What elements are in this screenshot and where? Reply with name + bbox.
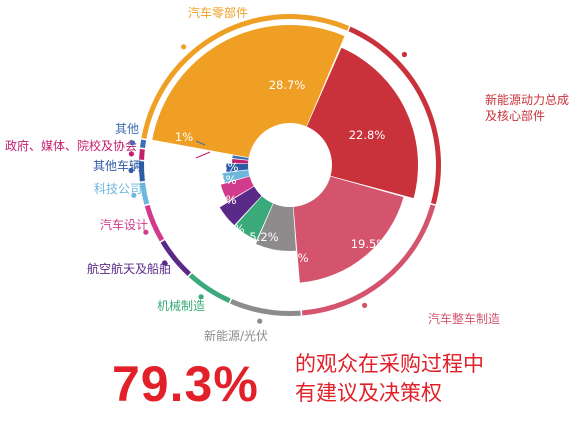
inner-slice-5 <box>235 196 273 240</box>
legend-dot-9 <box>128 167 134 174</box>
category-label-5: 机械制造 <box>157 298 205 313</box>
category-label-4: 新能源/光伏 <box>204 328 268 343</box>
leader-line-11 <box>195 140 206 146</box>
legend-dot-11 <box>129 140 136 146</box>
inner-label-5: 5.2% <box>249 230 278 244</box>
legend-dot-8 <box>131 192 137 198</box>
ring-arc-11 <box>140 139 147 148</box>
legend-dot-10 <box>128 151 134 157</box>
caption-line-2: 有建议及决策权 <box>295 381 442 405</box>
category-label-9: 其他车辆 <box>93 158 141 173</box>
legend-dot-5 <box>198 294 204 300</box>
inner-label-11: 1% <box>175 130 193 144</box>
category-label-2: 新能源动力总成及核心部件 <box>485 92 569 123</box>
highlight-caption: 的观众在采购过程中 有建议及决策权 <box>295 350 555 408</box>
category-label-8: 科技公司 <box>94 182 142 196</box>
ring-arc-10 <box>139 148 145 160</box>
category-label-6: 航空航天及船舶 <box>87 261 171 276</box>
inner-slices <box>152 24 419 283</box>
inner-slice-6 <box>219 186 262 226</box>
caption-line-1: 的观众在采购过程中 <box>295 352 484 376</box>
inner-slice-2 <box>306 47 419 199</box>
inner-slice-1 <box>152 24 345 158</box>
inner-label-1: 28.7% <box>269 78 306 92</box>
inner-slice-9 <box>226 163 249 172</box>
legend-dot-3 <box>362 302 368 308</box>
highlight-percent: 79.3% <box>112 356 259 412</box>
ring-arc-2 <box>348 26 442 205</box>
legend-dot-6 <box>162 260 168 266</box>
ring-arc-6 <box>160 240 191 276</box>
ring-arc-7 <box>144 204 165 242</box>
inner-label-6: 4.7% <box>215 222 244 236</box>
inner-label-2: 22.8% <box>349 128 386 142</box>
inner-value-labels: 28.7% 22.8% 19.5% 7.8%5.2% 4.7% 4.2% 2.5%2.3% 1… <box>173 78 387 265</box>
legend-dot-1 <box>181 44 187 50</box>
inner-label-8: 2.5% <box>207 173 236 187</box>
inner-slice-4 <box>256 203 296 251</box>
ring-arc-8 <box>140 182 150 205</box>
ring-arc-5 <box>188 273 231 303</box>
legend-dot-7 <box>143 229 149 235</box>
category-label-10: 政府、媒体、院校及协会 <box>5 138 137 153</box>
inner-label-10: 1.3% <box>173 147 202 161</box>
inner-label-3: 19.5% <box>351 237 388 251</box>
category-label-3: 汽车整车制造 <box>428 311 500 326</box>
category-label-11: 其他 <box>115 122 139 136</box>
inner-slice-3 <box>293 176 404 283</box>
category-label-1: 汽车零部件 <box>188 5 248 20</box>
category-label-7: 汽车设计 <box>100 217 148 232</box>
ring-arc-3 <box>301 204 436 316</box>
inner-label-4: 7.8% <box>279 251 308 265</box>
inner-slice-11 <box>232 155 249 161</box>
inner-slice-7 <box>220 176 254 202</box>
inner-label-9: 2.3% <box>209 160 238 174</box>
legend-dot-2 <box>401 51 407 58</box>
ring-arc-9 <box>139 161 145 182</box>
leader-line-10 <box>195 151 211 159</box>
inner-slice-10 <box>232 158 249 164</box>
inner-slice-8 <box>222 170 250 183</box>
outer-ring <box>139 13 442 316</box>
inner-label-7: 4.2% <box>207 193 236 207</box>
ring-arc-4 <box>230 299 301 316</box>
legend-dot-4 <box>257 318 263 324</box>
